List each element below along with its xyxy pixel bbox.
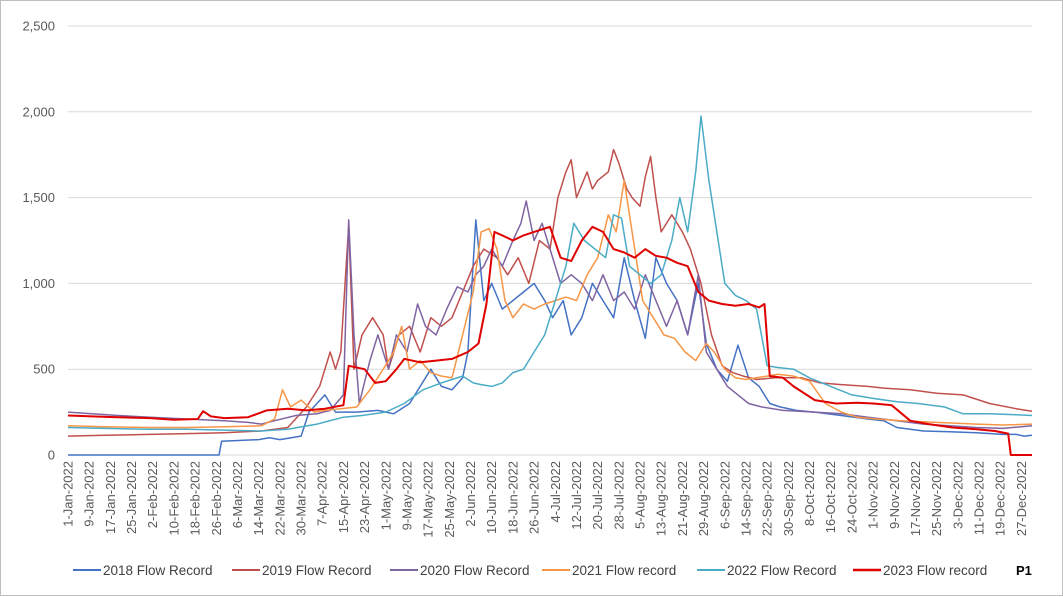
x-tick-label: 10-Feb-2022: [166, 461, 181, 535]
x-tick-label: 6-Mar-2022: [230, 461, 245, 528]
x-tick-label: 30-Sep-2022: [781, 461, 796, 536]
x-tick-label: 1-Jan-2022: [61, 461, 76, 527]
x-tick-label: 17-Nov-2022: [908, 461, 923, 536]
x-tick-label: 29-Aug-2022: [696, 461, 711, 536]
x-tick-label: 17-May-2022: [421, 461, 436, 538]
x-tick-label: 13-Aug-2022: [654, 461, 669, 536]
x-tick-label: 2-Jun-2022: [463, 461, 478, 527]
x-tick-label: 25-Nov-2022: [929, 461, 944, 536]
legend: 2018 Flow Record 2019 Flow Record 2020 Flo…: [73, 563, 987, 578]
series-line: [67, 148, 1033, 437]
x-tick-label: 25-May-2022: [442, 461, 457, 538]
x-axis: 1-Jan-2022 9-Jan-2022 17-Jan-2022 25-Jan-20…: [61, 454, 1032, 538]
y-tick-label: 2,500: [22, 19, 55, 34]
x-tick-label: 20-Jul-2022: [590, 461, 605, 530]
x-tick-label: 17-Jan-2022: [103, 461, 118, 534]
x-tick-label: 9-Nov-2022: [887, 461, 902, 529]
x-tick-label: 18-Jun-2022: [505, 461, 520, 534]
legend-item-label: 2021 Flow record: [572, 563, 676, 578]
x-tick-label: 9-May-2022: [399, 461, 414, 530]
legend-item-label: 2020 Flow Record: [420, 563, 530, 578]
series-line: [67, 115, 1033, 432]
x-tick-label: 3-Dec-2022: [950, 461, 965, 529]
x-tick-label: 23-Apr-2022: [357, 461, 372, 533]
y-tick-label: 500: [33, 362, 55, 377]
legend-item-label: 2023 Flow record: [883, 563, 987, 578]
x-tick-label: 7-Apr-2022: [315, 461, 330, 526]
x-tick-label: 10-Jun-2022: [484, 461, 499, 534]
x-tick-label: 11-Dec-2022: [972, 461, 987, 535]
x-tick-label: 28-Jul-2022: [611, 461, 626, 530]
legend-item-label: 2022 Flow Record: [727, 563, 837, 578]
x-tick-label: 22-Sep-2022: [760, 461, 775, 536]
x-tick-label: 1-May-2022: [378, 461, 393, 530]
x-tick-label: 16-Oct-2022: [823, 461, 838, 533]
x-tick-label: 18-Feb-2022: [188, 461, 203, 535]
series-line: [68, 219, 1033, 456]
x-tick-label: 21-Aug-2022: [675, 461, 690, 536]
x-tick-label: 25-Jan-2022: [124, 461, 139, 534]
legend-item-label: 2018 Flow Record: [103, 563, 213, 578]
legend-item-label: 2019 Flow Record: [262, 563, 372, 578]
y-tick-label: 2,000: [22, 104, 55, 119]
x-tick-label: 5-Aug-2022: [633, 461, 648, 529]
x-tick-label: 2-Feb-2022: [145, 461, 160, 528]
series-lines: [67, 115, 1033, 456]
series-line: [67, 225, 1032, 456]
x-tick-label: 22-Mar-2022: [272, 461, 287, 535]
x-tick-label: 24-Oct-2022: [844, 461, 859, 533]
x-tick-label: 26-Jun-2022: [527, 461, 542, 534]
series-line: [67, 200, 1033, 430]
x-tick-label: 19-Dec-2022: [993, 461, 1008, 536]
x-tick-label: 14-Mar-2022: [251, 461, 266, 535]
y-tick-label: 0: [48, 448, 55, 463]
y-tick-label: 1,500: [22, 190, 55, 205]
y-tick-label: 1,000: [22, 276, 55, 291]
y-axis: 0 500 1,000 1,500 2,000 2,500: [22, 19, 55, 463]
x-tick-label: 12-Jul-2022: [569, 461, 584, 530]
panel-label: P1: [1016, 563, 1032, 578]
x-tick-label: 9-Jan-2022: [82, 461, 97, 527]
x-tick-label: 30-Mar-2022: [294, 461, 309, 535]
x-tick-label: 6-Sep-2022: [717, 461, 732, 529]
x-tick-label: 1-Nov-2022: [866, 461, 881, 529]
series-line: [67, 179, 1033, 429]
x-tick-label: 26-Feb-2022: [209, 461, 224, 535]
x-tick-label: 27-Dec-2022: [1014, 461, 1029, 536]
gridlines: [68, 25, 1032, 370]
x-tick-label: 14-Sep-2022: [738, 461, 753, 536]
x-tick-label: 8-Oct-2022: [802, 461, 817, 526]
x-tick-label: 4-Jul-2022: [548, 461, 563, 522]
x-tick-label: 15-Apr-2022: [336, 461, 351, 533]
